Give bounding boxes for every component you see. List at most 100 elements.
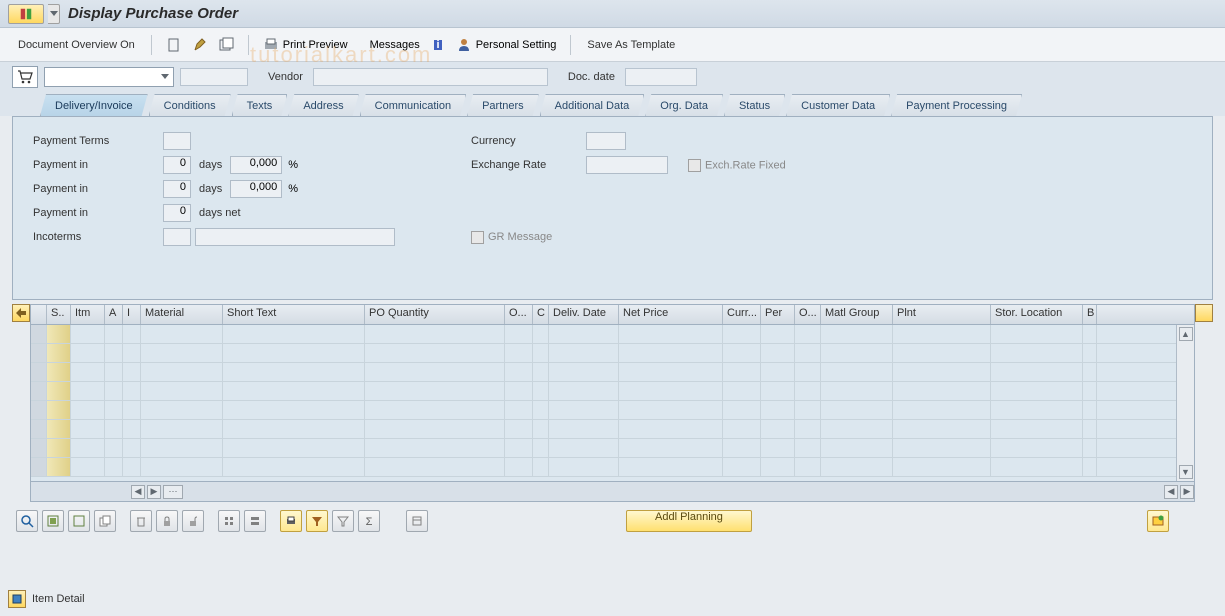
doc-date-input[interactable]	[625, 68, 697, 86]
scroll-left-icon[interactable]: ◀	[131, 485, 145, 499]
table-row[interactable]	[31, 458, 1176, 477]
scroll-config-icon[interactable]: ⋯	[163, 485, 183, 499]
save-template-button[interactable]: Save As Template	[581, 39, 681, 51]
exch-rate-fixed-checkbox[interactable]	[688, 159, 701, 172]
column-header[interactable]: Matl Group	[821, 305, 893, 324]
currency-label: Currency	[471, 135, 586, 147]
column-header[interactable]: Stor. Location	[991, 305, 1083, 324]
scroll-right-end-icon[interactable]: ▶	[1180, 485, 1194, 499]
scroll-up-icon[interactable]: ▲	[1179, 327, 1193, 341]
po-type-select[interactable]	[44, 67, 174, 87]
tab-conditions[interactable]: Conditions	[149, 94, 231, 116]
column-header[interactable]: Per	[761, 305, 795, 324]
tab-address[interactable]: Address	[288, 94, 358, 116]
other-po-icon[interactable]	[214, 35, 238, 55]
column-header[interactable]: S..	[47, 305, 71, 324]
collapse-items-icon[interactable]	[12, 304, 30, 322]
sort-icon[interactable]	[332, 510, 354, 532]
payment-days-1[interactable]: 0	[163, 156, 191, 174]
table-row[interactable]	[31, 344, 1176, 363]
payment-pct-2[interactable]: 0,000	[230, 180, 282, 198]
column-header[interactable]	[31, 305, 47, 324]
column-header[interactable]: Short Text	[223, 305, 365, 324]
detail-icon[interactable]	[16, 510, 38, 532]
layout-icon[interactable]	[406, 510, 428, 532]
document-overview-button[interactable]: Document Overview On	[12, 39, 141, 51]
column-header[interactable]: Net Price	[619, 305, 723, 324]
payment-pct-1[interactable]: 0,000	[230, 156, 282, 174]
svg-text:i: i	[436, 39, 439, 51]
currency-input[interactable]	[586, 132, 626, 150]
scroll-right-icon[interactable]: ▶	[147, 485, 161, 499]
column-header[interactable]: B	[1083, 305, 1097, 324]
column-header[interactable]: Plnt	[893, 305, 991, 324]
filter-icon[interactable]	[306, 510, 328, 532]
addl-planning-button[interactable]: Addl Planning	[626, 510, 752, 532]
tab-additional-data[interactable]: Additional Data	[540, 94, 645, 116]
column-header[interactable]: O...	[505, 305, 533, 324]
table-row[interactable]	[31, 439, 1176, 458]
tab-texts[interactable]: Texts	[232, 94, 288, 116]
print-icon[interactable]	[280, 510, 302, 532]
lock-icon[interactable]	[156, 510, 178, 532]
column-header[interactable]: Curr...	[723, 305, 761, 324]
gr-message-checkbox[interactable]	[471, 231, 484, 244]
messages-button[interactable]: Messages	[366, 37, 424, 53]
payment-terms-input[interactable]	[163, 132, 191, 150]
incoterms-label: Incoterms	[33, 231, 163, 243]
copy-icon[interactable]	[94, 510, 116, 532]
days-net-label: days net	[199, 207, 241, 219]
payment-days-3[interactable]: 0	[163, 204, 191, 222]
table-row[interactable]	[31, 401, 1176, 420]
info-icon[interactable]: i	[426, 35, 450, 55]
exch-rate-fixed-label: Exch.Rate Fixed	[705, 159, 786, 171]
create-icon[interactable]	[162, 35, 186, 55]
tab-org-data[interactable]: Org. Data	[645, 94, 723, 116]
column-header[interactable]: PO Quantity	[365, 305, 505, 324]
tab-status[interactable]: Status	[724, 94, 785, 116]
expand-icon[interactable]	[218, 510, 240, 532]
tab-customer-data[interactable]: Customer Data	[786, 94, 890, 116]
po-number-input[interactable]	[180, 68, 248, 86]
grid-settings-icon[interactable]	[1195, 304, 1213, 322]
column-header[interactable]: C	[533, 305, 549, 324]
incoterms-input-1[interactable]	[163, 228, 191, 246]
scroll-left-end-icon[interactable]: ◀	[1164, 485, 1178, 499]
personal-setting-button[interactable]: Personal Setting	[452, 35, 561, 55]
deselect-all-icon[interactable]	[68, 510, 90, 532]
column-header[interactable]: A	[105, 305, 123, 324]
table-row[interactable]	[31, 420, 1176, 439]
column-header[interactable]: I	[123, 305, 141, 324]
vendor-input[interactable]	[313, 68, 548, 86]
sum-icon[interactable]: Σ	[358, 510, 380, 532]
menu-dropdown-icon[interactable]	[48, 4, 60, 24]
delete-icon[interactable]	[130, 510, 152, 532]
scroll-down-icon[interactable]: ▼	[1179, 465, 1193, 479]
cart-icon[interactable]	[12, 66, 38, 88]
incoterms-input-2[interactable]	[195, 228, 395, 246]
pct-1: %	[288, 159, 298, 171]
column-header[interactable]: Deliv. Date	[549, 305, 619, 324]
item-detail-icon[interactable]	[8, 590, 26, 608]
payment-in-3-label: Payment in	[33, 207, 163, 219]
table-row[interactable]	[31, 363, 1176, 382]
change-icon[interactable]	[188, 35, 212, 55]
exchange-rate-input[interactable]	[586, 156, 668, 174]
tab-communication[interactable]: Communication	[360, 94, 466, 116]
collapse-icon[interactable]	[244, 510, 266, 532]
table-row[interactable]	[31, 382, 1176, 401]
doc-date-label: Doc. date	[564, 71, 619, 83]
column-header[interactable]: Itm	[71, 305, 105, 324]
column-header[interactable]: Material	[141, 305, 223, 324]
column-header[interactable]: O...	[795, 305, 821, 324]
select-all-icon[interactable]	[42, 510, 64, 532]
menu-icon-button[interactable]	[8, 4, 44, 24]
tab-delivery-invoice[interactable]: Delivery/Invoice	[40, 94, 148, 116]
table-row[interactable]	[31, 325, 1176, 344]
payment-days-2[interactable]: 0	[163, 180, 191, 198]
tab-partners[interactable]: Partners	[467, 94, 539, 116]
tab-payment-processing[interactable]: Payment Processing	[891, 94, 1022, 116]
unlock-icon[interactable]	[182, 510, 204, 532]
default-values-icon[interactable]	[1147, 510, 1169, 532]
print-preview-button[interactable]: Print Preview	[259, 35, 352, 55]
